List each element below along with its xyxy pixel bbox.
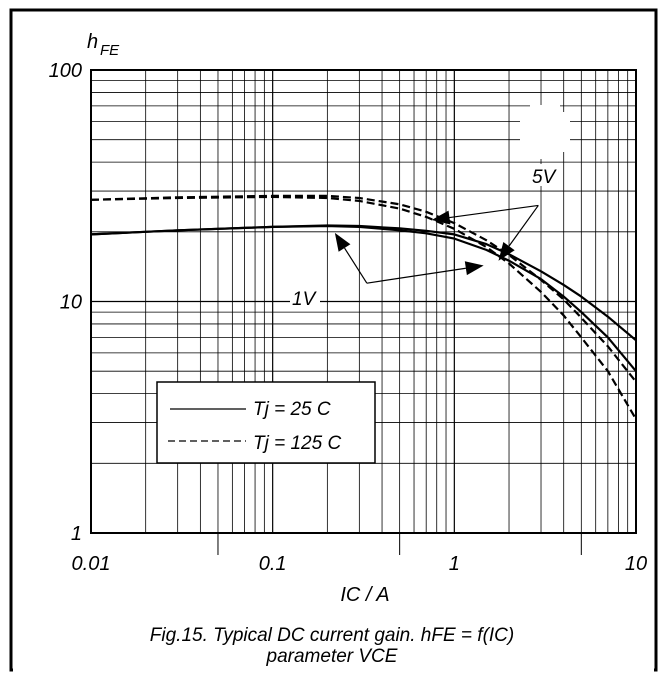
annotation-arrow-line [344, 247, 368, 284]
y-tick-label: 1 [71, 523, 82, 545]
annotation-arrow-head [498, 242, 515, 261]
x-tick-label: 0.01 [72, 553, 111, 575]
legend-box [156, 381, 376, 464]
figure-caption-line1: Fig.15. Typical DC current gain. hFE = f… [150, 625, 514, 646]
annotation-label-1v: 1V [292, 289, 318, 310]
annotation-arrow-head [334, 232, 351, 252]
x-tick-label: 0.1 [259, 553, 287, 575]
x-tick-label: 10 [625, 553, 647, 575]
annotation-arrows [334, 204, 539, 284]
legend-label-25c: Tj = 25 C [253, 399, 331, 420]
tick-labels: 0.01 0.1 1 10 1 10 100 [49, 60, 648, 575]
annotation-label-5v: 5V [532, 167, 558, 188]
series-lines [90, 194, 637, 420]
y-tick-label: 100 [49, 60, 82, 82]
annotation-arrow-head [464, 261, 484, 276]
annotation-arrow-line [449, 204, 539, 219]
annotation-arrow-head [431, 210, 451, 225]
plot-border [90, 69, 637, 534]
y-axis-label-subscript: FE [100, 42, 120, 59]
y-axis-label: h [87, 31, 98, 53]
series-line-solid-1 [90, 224, 637, 342]
legend-label-125c: Tj = 125 C [253, 433, 341, 454]
caption-area [13, 612, 654, 672]
legend: Tj = 25 C Tj = 125 C [156, 381, 376, 464]
annotation-1v: 1V [290, 288, 320, 310]
figure-caption-line2: parameter VCE [266, 646, 398, 667]
x-axis-label: IC / A [340, 584, 389, 606]
series-line-dashed-2 [90, 195, 637, 420]
series-line-dashed-3 [90, 194, 637, 383]
x-tick-label: 1 [449, 553, 460, 575]
annotation-arrow-line [508, 205, 539, 247]
annotation-arrow-line [366, 267, 466, 284]
y-tick-label: 10 [60, 292, 82, 314]
white-blob [520, 105, 570, 159]
annotation-5v: 5V [531, 164, 559, 188]
